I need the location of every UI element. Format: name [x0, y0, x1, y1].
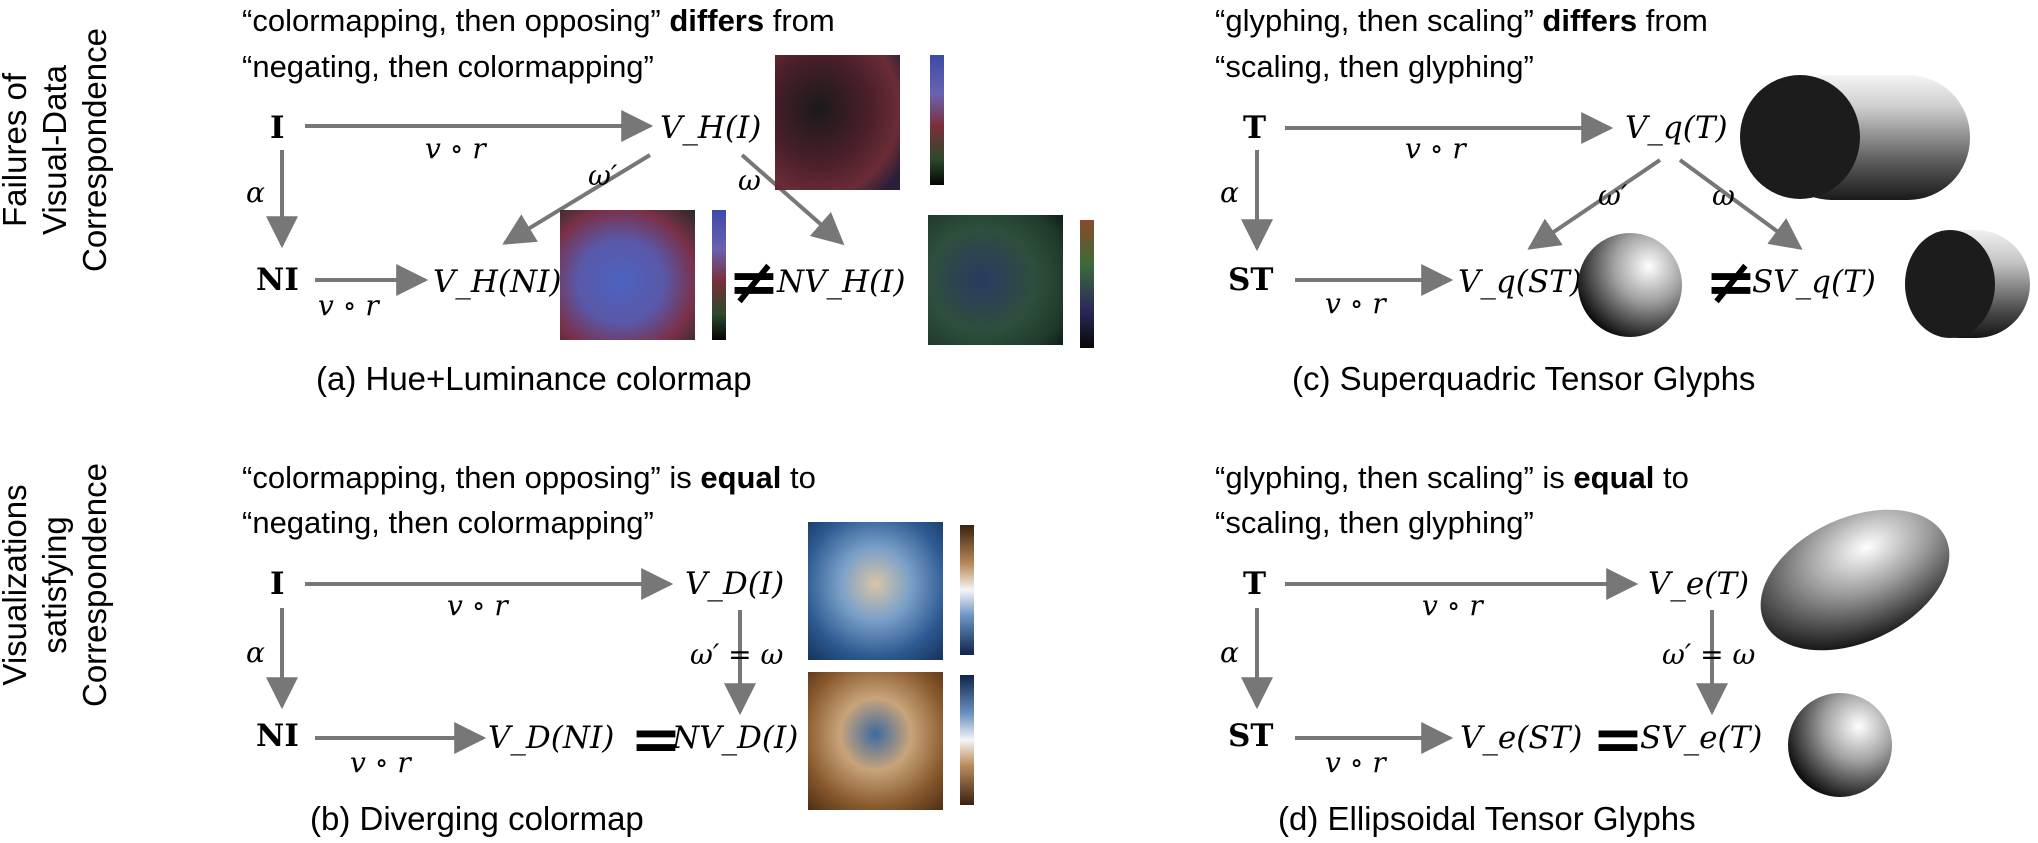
- panel-a-omega-label: ω: [738, 164, 761, 197]
- panel-d-vis-bottom-node: V_e(ST): [1460, 720, 1582, 756]
- panel-b-colorbar-top: [960, 525, 974, 655]
- row-label-bottom-line-1: Visualizations: [0, 484, 33, 685]
- panel-a-arrow-omega: [740, 153, 845, 246]
- panel-a-not-equal-sign: ≠: [728, 245, 780, 318]
- panel-d-map-bottom-label: v ∘ r: [1325, 746, 1387, 779]
- panel-d-equal-sign: =: [1592, 702, 1644, 775]
- panel-a-vis-bottom-node: V_H(NI): [433, 264, 561, 300]
- panel-b-alpha-label: α: [246, 636, 265, 669]
- panel-a-map-top-label: v ∘ r: [425, 132, 487, 165]
- panel-b-vis-bottom-node: V_D(NI): [488, 720, 614, 756]
- panel-c-omega-prime-label: ω′: [1598, 179, 1628, 212]
- panel-c-vis-scaled-node: SV_q(T): [1752, 264, 1876, 300]
- panel-c-arrow-omega: [1678, 158, 1803, 250]
- panel-c-cylinder-glyph-large: [1740, 75, 1970, 200]
- panel-c-map-bottom-label: v ∘ r: [1325, 287, 1387, 320]
- panel-d-source-node: T: [1243, 566, 1266, 602]
- panel-b-source-node: I: [270, 566, 285, 602]
- panel-d-map-top-label: v ∘ r: [1422, 589, 1484, 622]
- row-label-bottom-line-3: Correspondence: [76, 463, 113, 707]
- panel-b-map-top-label: v ∘ r: [447, 589, 509, 622]
- panel-c-vis-bottom-node: V_q(ST): [1458, 264, 1582, 300]
- panel-b-colormap-image-bottom: [808, 672, 943, 810]
- row-label-top-line-1: Failures of: [0, 72, 33, 227]
- panel-d-omega-equal-label: ω′ = ω: [1662, 638, 1755, 671]
- panel-b-map-bottom-label: v ∘ r: [350, 746, 412, 779]
- panel-b-headline-2: “negating, then colormapping”: [242, 505, 654, 540]
- panel-a-colormap-image-top: [775, 55, 900, 190]
- panel-c-not-equal-sign: ≠: [1705, 245, 1757, 318]
- panel-c-map-top-label: v ∘ r: [1405, 132, 1467, 165]
- panel-a-colormap-image-bottom: [560, 210, 695, 340]
- panel-a-arrow-omega-prime: [502, 153, 652, 245]
- panel-d-ellipsoid-glyph: [1760, 509, 1950, 651]
- panel-c-omega-label: ω: [1712, 179, 1735, 212]
- panel-a-map-bottom-label: v ∘ r: [318, 289, 380, 322]
- panel-d-alpha-label: α: [1220, 636, 1239, 669]
- row-label-bottom-line-2: satisfying: [36, 516, 73, 654]
- panel-d-sphere-glyph: [1788, 693, 1892, 797]
- panel-c-scaled-source-node: ST: [1228, 262, 1273, 298]
- panel-a-hue-luminance: “colormapping, then opposing” differs fr…: [242, 3, 1094, 397]
- panel-a-source-node: I: [270, 110, 285, 146]
- panel-d-vis-top-node: V_e(T): [1648, 566, 1749, 602]
- panel-a-colorbar-negated: [1080, 220, 1094, 348]
- panel-b-diverging: “colormapping, then opposing” is equal t…: [242, 460, 974, 837]
- panel-d-headline-2: “scaling, then glyphing”: [1215, 505, 1534, 540]
- panel-d-vis-scaled-node: SV_e(T): [1640, 720, 1762, 756]
- panel-a-caption: (a) Hue+Luminance colormap: [316, 360, 752, 397]
- row-label-top-line-2: Visual-Data: [36, 64, 73, 235]
- panel-c-headline-1: “glyphing, then scaling” differs from: [1215, 3, 1708, 38]
- panel-c-cylinder-glyph-small: [1905, 230, 2030, 338]
- panel-b-colorbar-bottom: [960, 675, 974, 805]
- row-label-top: Failures of Visual-Data Correspondence: [0, 28, 113, 272]
- panel-a-alpha-label: α: [246, 176, 265, 209]
- panel-c-source-node: T: [1243, 110, 1266, 146]
- row-label-bottom: Visualizations satisfying Correspondence: [0, 463, 113, 707]
- panel-c-sphere-glyph: [1578, 233, 1682, 337]
- panel-c-headline-2: “scaling, then glyphing”: [1215, 49, 1534, 84]
- panel-a-vis-negated-node: NV_H(I): [776, 264, 905, 300]
- panel-a-negated-source-node: NI: [256, 262, 299, 298]
- panel-d-caption: (d) Ellipsoidal Tensor Glyphs: [1278, 800, 1696, 837]
- panel-a-colorbar-bottom: [712, 210, 726, 340]
- panel-b-vis-top-node: V_D(I): [685, 566, 784, 602]
- panel-a-vis-top-node: V_H(I): [660, 110, 761, 146]
- panel-a-headline-2: “negating, then colormapping”: [242, 49, 654, 84]
- panel-d-scaled-source-node: ST: [1228, 718, 1273, 754]
- panel-c-caption: (c) Superquadric Tensor Glyphs: [1292, 360, 1755, 397]
- panel-b-colormap-image-top: [808, 522, 943, 660]
- panel-a-colormap-image-negated: [928, 215, 1063, 345]
- row-label-top-line-3: Correspondence: [76, 28, 113, 272]
- panel-b-vis-negated-node: NV_D(I): [671, 720, 798, 756]
- panel-a-colorbar-top: [930, 55, 944, 185]
- panel-b-omega-equal-label: ω′ = ω: [690, 638, 783, 671]
- panel-c-vis-top-node: V_q(T): [1625, 110, 1728, 146]
- panel-a-headline-1: “colormapping, then opposing” differs fr…: [242, 3, 835, 38]
- panel-b-negated-source-node: NI: [256, 718, 299, 754]
- panel-c-arrow-omega-prime: [1527, 158, 1662, 250]
- panel-d-headline-1: “glyphing, then scaling” is equal to: [1215, 460, 1689, 495]
- panel-b-equal-sign: =: [630, 702, 682, 775]
- panel-b-headline-1: “colormapping, then opposing” is equal t…: [242, 460, 816, 495]
- panel-c-superquadric: “glyphing, then scaling” differs from “s…: [1215, 3, 2030, 397]
- panel-d-ellipsoidal: “glyphing, then scaling” is equal to “sc…: [1215, 460, 1950, 837]
- panel-b-caption: (b) Diverging colormap: [310, 800, 644, 837]
- panel-a-omega-prime-label: ω′: [588, 159, 618, 192]
- panel-c-alpha-label: α: [1220, 176, 1239, 209]
